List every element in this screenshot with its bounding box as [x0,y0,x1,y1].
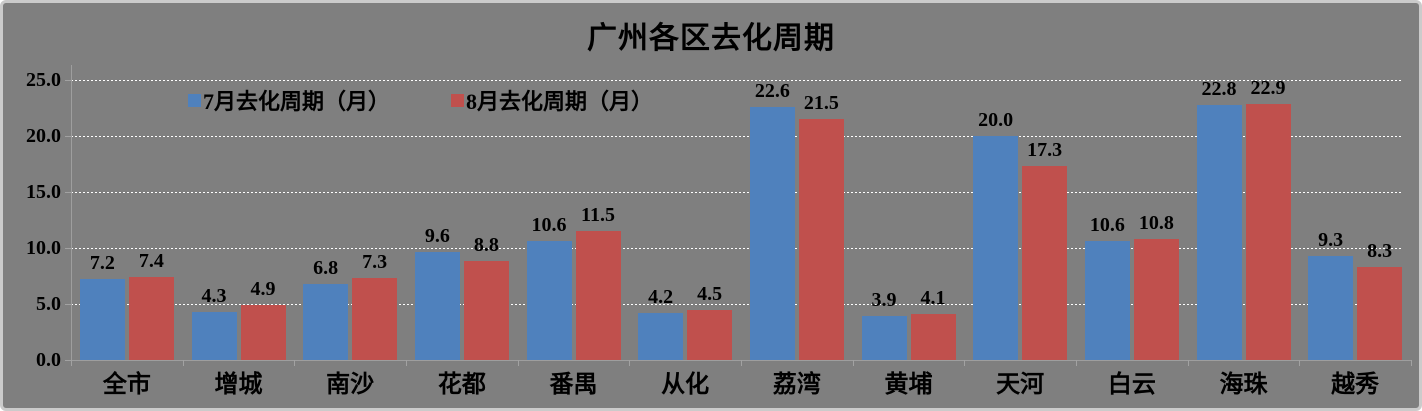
bar-july-全市 [79,279,125,360]
bar-value-august-海珠: 22.9 [1250,76,1286,99]
x-axis-tick-4 [517,360,519,366]
y-axis-tick-25 [65,80,71,81]
legend-label-august: 8月去化周期（月） [466,89,654,114]
bar-value-august-荔湾: 21.5 [803,92,839,115]
bar-value-july-越秀: 9.3 [1318,228,1344,251]
bar-july-荔湾 [749,106,795,360]
legend-item-august: 8月去化周期（月） [451,87,654,114]
gridline-25 [71,80,1401,81]
chart-title: 广州各区去化周期 [587,22,835,55]
bar-july-海珠 [1196,104,1242,360]
bar-july-番禺 [526,241,572,360]
category-label-南沙: 南沙 [326,372,375,398]
x-axis-tick-7 [852,360,854,366]
bar-july-花都 [414,252,460,360]
y-axis-label-0: 0.0 [36,349,61,371]
gridline-5 [71,304,1401,305]
category-label-从化: 从化 [661,372,710,398]
bar-value-august-天河: 17.3 [1027,139,1063,162]
x-axis-tick-9 [1076,360,1077,366]
bar-value-july-增城: 4.3 [201,284,227,307]
bar-value-august-越秀: 8.3 [1367,240,1393,263]
bar-august-增城 [240,305,286,360]
y-axis-tick-20 [65,136,71,137]
x-axis-tick-0 [71,360,72,366]
bar-value-july-从化: 4.2 [648,285,674,308]
bar-value-august-黄埔: 4.1 [920,287,946,310]
bar-august-花都 [463,261,509,360]
gridline-10 [71,248,1401,249]
bar-value-july-花都: 9.6 [424,225,450,248]
x-axis-tick-2 [294,360,296,366]
x-axis-tick-6 [741,360,742,366]
x-axis-tick-1 [182,360,184,366]
bar-value-july-南沙: 6.8 [313,256,339,279]
y-axis-line [71,65,72,360]
category-label-花都: 花都 [437,372,486,398]
y-axis-label-10: 10.0 [26,237,61,259]
legend-swatch-july-icon [188,93,201,107]
category-label-黄埔: 黄埔 [884,372,933,398]
bar-value-july-海珠: 22.8 [1201,77,1237,100]
bar-august-全市 [128,277,174,360]
x-axis-tick-3 [406,360,407,366]
bar-august-南沙 [352,278,398,360]
bar-value-august-全市: 7.4 [138,250,164,273]
category-label-增城: 增城 [214,372,263,398]
bar-value-july-白云: 10.6 [1089,214,1125,237]
bar-value-august-从化: 4.5 [697,282,723,305]
legend-swatch-august-icon [451,93,464,107]
bar-value-august-南沙: 7.3 [362,251,388,274]
x-axis-tick-end [1411,360,1412,366]
y-axis-tick-0 [65,360,71,361]
bar-value-august-增城: 4.9 [250,278,276,301]
bar-august-从化 [687,309,733,360]
bar-july-从化 [638,312,684,360]
gridline-20 [71,136,1401,137]
bar-value-july-黄埔: 3.9 [871,289,897,312]
x-axis-tick-10 [1187,360,1189,366]
legend-label-july: 7月去化周期（月） [203,89,391,114]
bar-value-july-全市: 7.2 [89,252,115,275]
y-axis-label-5: 5.0 [36,293,61,315]
legend-item-july: 7月去化周期（月） [188,87,391,114]
bar-august-黄埔 [910,314,956,360]
y-axis-tick-10 [65,248,71,249]
category-label-番禺: 番禺 [549,372,598,398]
bar-july-增城 [191,311,237,360]
bar-july-越秀 [1308,255,1354,360]
y-axis-tick-15 [65,192,71,193]
bar-july-白云 [1084,241,1130,360]
bar-value-july-天河: 20.0 [978,109,1014,131]
y-axis-label-20: 20.0 [26,125,61,147]
bar-value-july-番禺: 10.6 [531,214,567,237]
bar-july-黄埔 [861,316,907,360]
category-label-全市: 全市 [102,372,151,398]
x-axis-tick-5 [629,360,631,366]
x-axis-tick-8 [964,360,966,366]
category-label-天河: 天河 [996,372,1045,398]
bar-august-天河 [1022,166,1068,360]
bar-july-天河 [973,136,1019,360]
bar-august-越秀 [1357,267,1403,360]
gridline-15 [71,192,1401,193]
bar-value-august-白云: 10.8 [1138,212,1174,235]
bar-august-番禺 [575,231,621,360]
y-axis-label-25: 25.0 [26,69,61,91]
bar-july-南沙 [303,283,349,360]
bar-value-august-花都: 8.8 [473,234,499,257]
category-label-白云: 白云 [1107,372,1156,398]
bar-august-海珠 [1245,103,1291,360]
bar-august-白云 [1133,239,1179,360]
category-label-海珠: 海珠 [1219,372,1268,398]
category-label-越秀: 越秀 [1331,372,1380,398]
x-axis-tick-11 [1299,360,1301,366]
bar-value-august-番禺: 11.5 [581,204,615,227]
y-axis-label-15: 15.0 [26,181,61,203]
y-axis-tick-5 [65,304,71,305]
category-label-荔湾: 荔湾 [772,372,821,398]
bar-value-july-荔湾: 22.6 [754,79,790,102]
bar-august-荔湾 [798,119,844,360]
